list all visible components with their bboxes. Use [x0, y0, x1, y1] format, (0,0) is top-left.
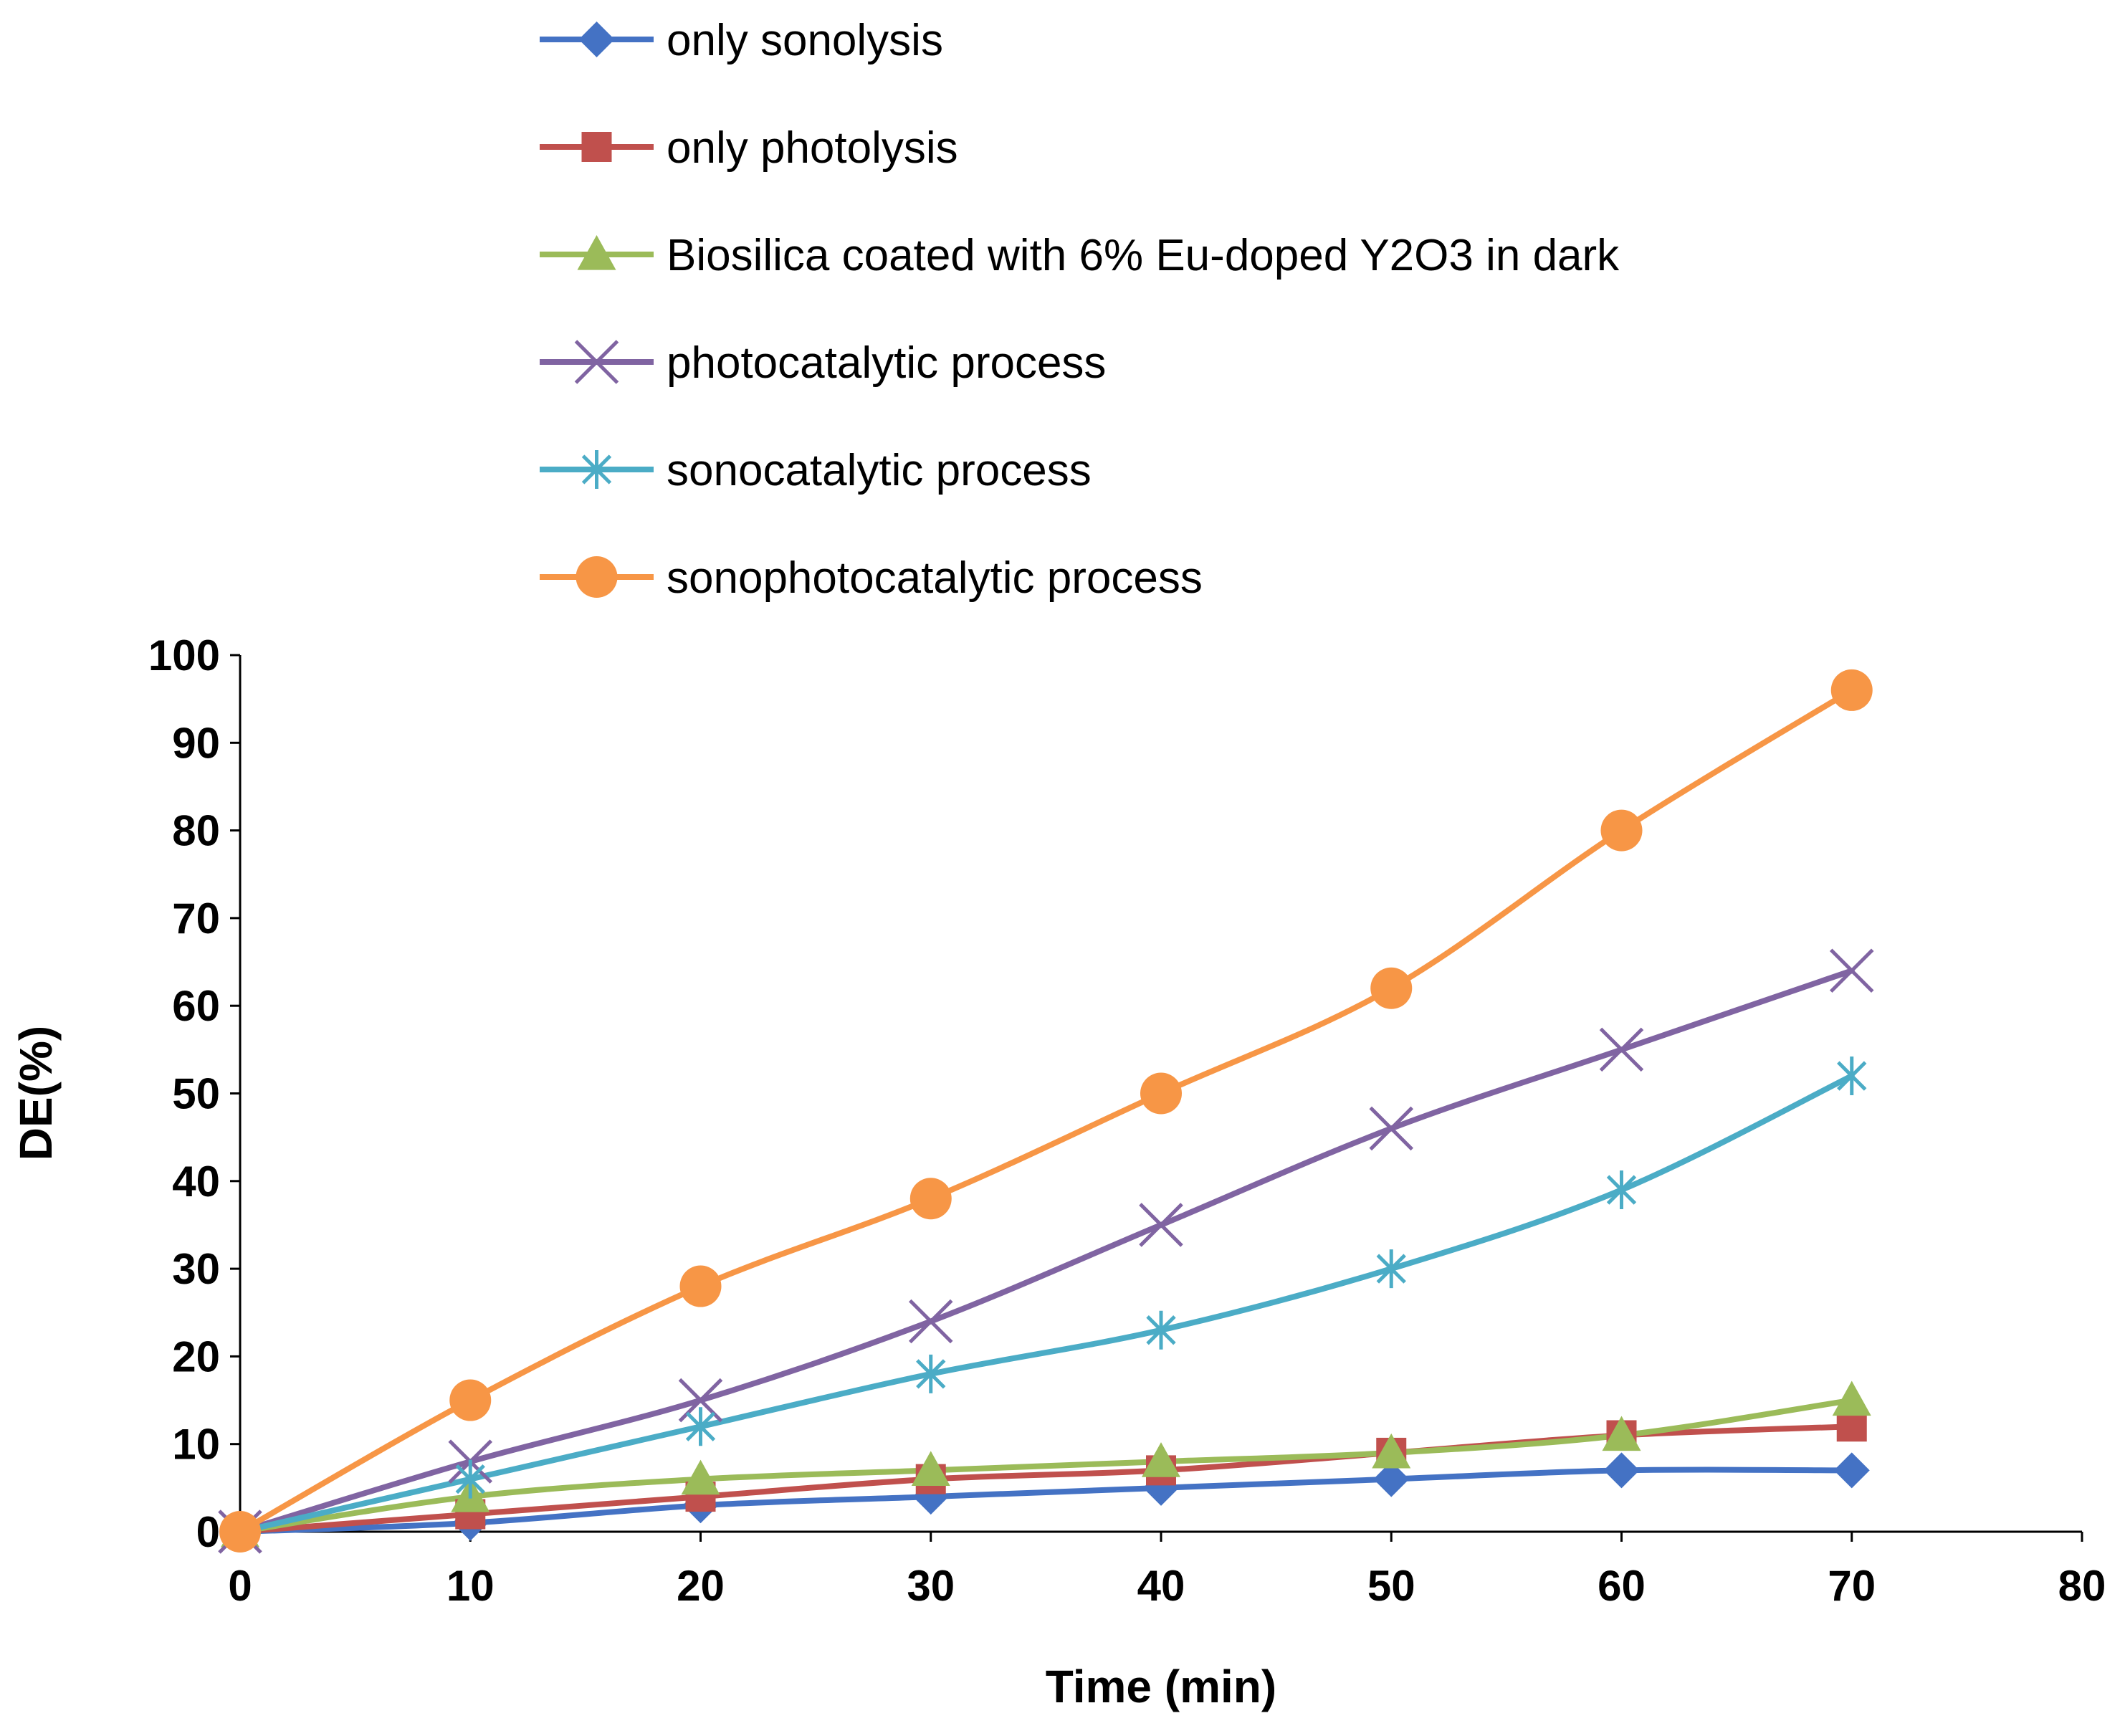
data-point-4 — [685, 1407, 716, 1446]
y-tick-label: 90 — [172, 719, 220, 767]
data-point-5 — [1140, 1072, 1182, 1115]
x-tick-label: 20 — [677, 1562, 725, 1610]
data-point-5 — [219, 1511, 261, 1553]
x-tick-label: 50 — [1367, 1562, 1415, 1610]
x-tick-label: 30 — [907, 1562, 955, 1610]
x-tick-label: 60 — [1598, 1562, 1646, 1610]
series-markers — [218, 669, 1874, 1554]
data-point-4 — [1606, 1170, 1637, 1210]
x-ticks: 0 10 20 30 40 50 60 70 80 — [228, 1532, 2106, 1610]
data-point-5 — [1830, 669, 1873, 711]
series-line-5 — [237, 687, 1855, 1535]
data-point-2 — [1142, 1442, 1180, 1477]
x-tick-label: 10 — [447, 1562, 495, 1610]
legend-marker — [577, 235, 616, 270]
data-point-3 — [908, 1299, 953, 1344]
legend-marker — [581, 132, 612, 162]
data-point-2 — [1602, 1416, 1641, 1451]
data-point-5 — [909, 1178, 952, 1220]
y-tick-label: 20 — [172, 1332, 220, 1380]
legend-label: only photolysis — [667, 123, 958, 173]
x-tick-label: 40 — [1137, 1562, 1185, 1610]
legend-item: photocatalytic process — [540, 338, 1106, 388]
legend-marker — [576, 556, 618, 598]
y-tick-label: 100 — [148, 631, 220, 679]
y-tick-label: 10 — [172, 1421, 220, 1469]
data-point-5 — [679, 1265, 722, 1307]
legend-item: sonocatalytic process — [540, 446, 1092, 495]
data-point-4 — [1837, 1057, 1867, 1096]
data-point-3 — [1599, 1027, 1644, 1072]
legend-marker — [578, 22, 615, 57]
y-tick-label: 30 — [172, 1245, 220, 1293]
data-point-4 — [455, 1459, 485, 1499]
y-tick-label: 40 — [172, 1158, 220, 1206]
y-tick-label: 50 — [172, 1070, 220, 1118]
legend-item: only photolysis — [540, 123, 958, 173]
legend-item: sonophotocatalytic process — [540, 553, 1203, 603]
data-point-3 — [1829, 948, 1874, 993]
data-point-5 — [1600, 809, 1643, 852]
y-tick-label: 0 — [196, 1508, 220, 1556]
data-point-5 — [449, 1379, 492, 1421]
series-line-0 — [237, 1466, 1855, 1535]
axes: 0 10 20 30 40 50 60 70 80 90 100 0 10 20 30 40 50 60 70 80… — [10, 631, 2106, 1712]
legend: only sonolysis only photolysis Biosilica c… — [540, 16, 1620, 603]
x-tick-label: 80 — [2058, 1562, 2106, 1610]
legend-item: Biosilica coated with 6% Eu-doped Y2O3 i… — [540, 231, 1620, 280]
y-axis-title: DE(%) — [10, 1026, 62, 1160]
x-axis-title: Time (min) — [1046, 1661, 1276, 1712]
legend-label: sonocatalytic process — [667, 446, 1092, 495]
series-line-2 — [237, 1397, 1855, 1535]
y-tick-label: 80 — [172, 807, 220, 855]
series-line-3 — [237, 968, 1855, 1535]
x-tick-label: 70 — [1828, 1562, 1876, 1610]
data-point-4 — [916, 1354, 946, 1393]
data-point-5 — [1370, 967, 1413, 1009]
data-point-2 — [1372, 1433, 1411, 1469]
data-point-4 — [1146, 1310, 1176, 1350]
legend-item: only sonolysis — [540, 16, 943, 65]
series-lines — [237, 687, 1855, 1535]
data-point-2 — [681, 1459, 720, 1495]
legend-marker — [574, 340, 619, 384]
y-tick-label: 70 — [172, 895, 220, 943]
legend-label: photocatalytic process — [667, 338, 1106, 388]
legend-label: only sonolysis — [667, 16, 943, 65]
data-point-0 — [1603, 1452, 1640, 1489]
legend-label: sonophotocatalytic process — [667, 553, 1203, 603]
data-point-0 — [1373, 1461, 1410, 1497]
data-point-0 — [1833, 1452, 1870, 1489]
series-line-4 — [237, 1073, 1855, 1535]
data-point-4 — [1376, 1249, 1406, 1289]
legend-label: Biosilica coated with 6% Eu-doped Y2O3 i… — [667, 231, 1620, 280]
data-point-2 — [1832, 1380, 1871, 1416]
data-point-1 — [1836, 1411, 1867, 1442]
data-point-3 — [1139, 1203, 1183, 1247]
y-ticks: 0 10 20 30 40 50 60 70 80 90 100 — [148, 631, 240, 1556]
legend-marker — [581, 450, 612, 489]
x-tick-label: 0 — [228, 1562, 252, 1610]
data-point-2 — [911, 1451, 950, 1486]
y-tick-label: 60 — [172, 982, 220, 1030]
data-point-3 — [1369, 1106, 1414, 1151]
